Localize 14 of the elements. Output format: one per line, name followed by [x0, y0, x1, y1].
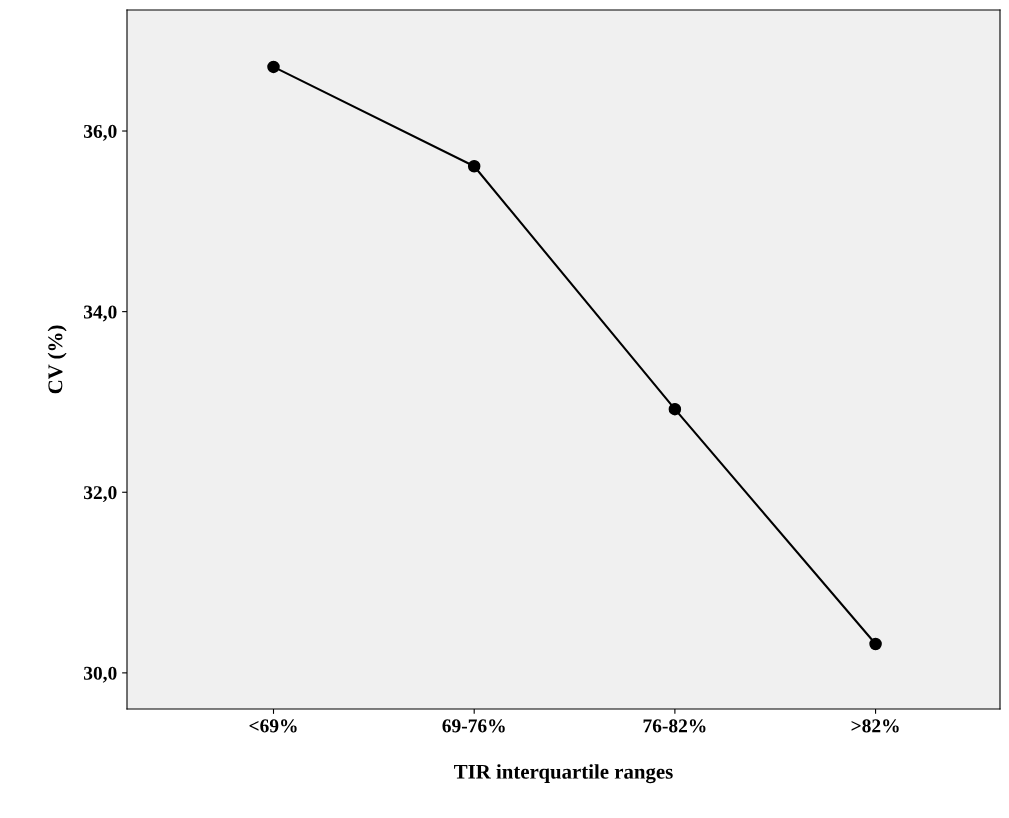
y-tick-label: 30,0	[83, 666, 117, 683]
y-tick-label: 36,0	[83, 124, 117, 141]
point	[467, 159, 481, 173]
y-tick-label: 32,0	[83, 486, 117, 503]
x-tick-label: 76-82%	[643, 719, 706, 733]
x-tick-label: >82%	[851, 719, 899, 733]
y-axis-title: CV (%)	[47, 325, 67, 394]
x-axis-title: TIR interquartile ranges	[454, 764, 673, 784]
point	[267, 60, 280, 74]
y-tick-label: 34,0	[83, 305, 117, 322]
x-tick-label: 69-76%	[442, 719, 505, 733]
point	[668, 402, 682, 416]
point	[869, 637, 882, 651]
x-tick-label: <69%	[249, 719, 297, 733]
